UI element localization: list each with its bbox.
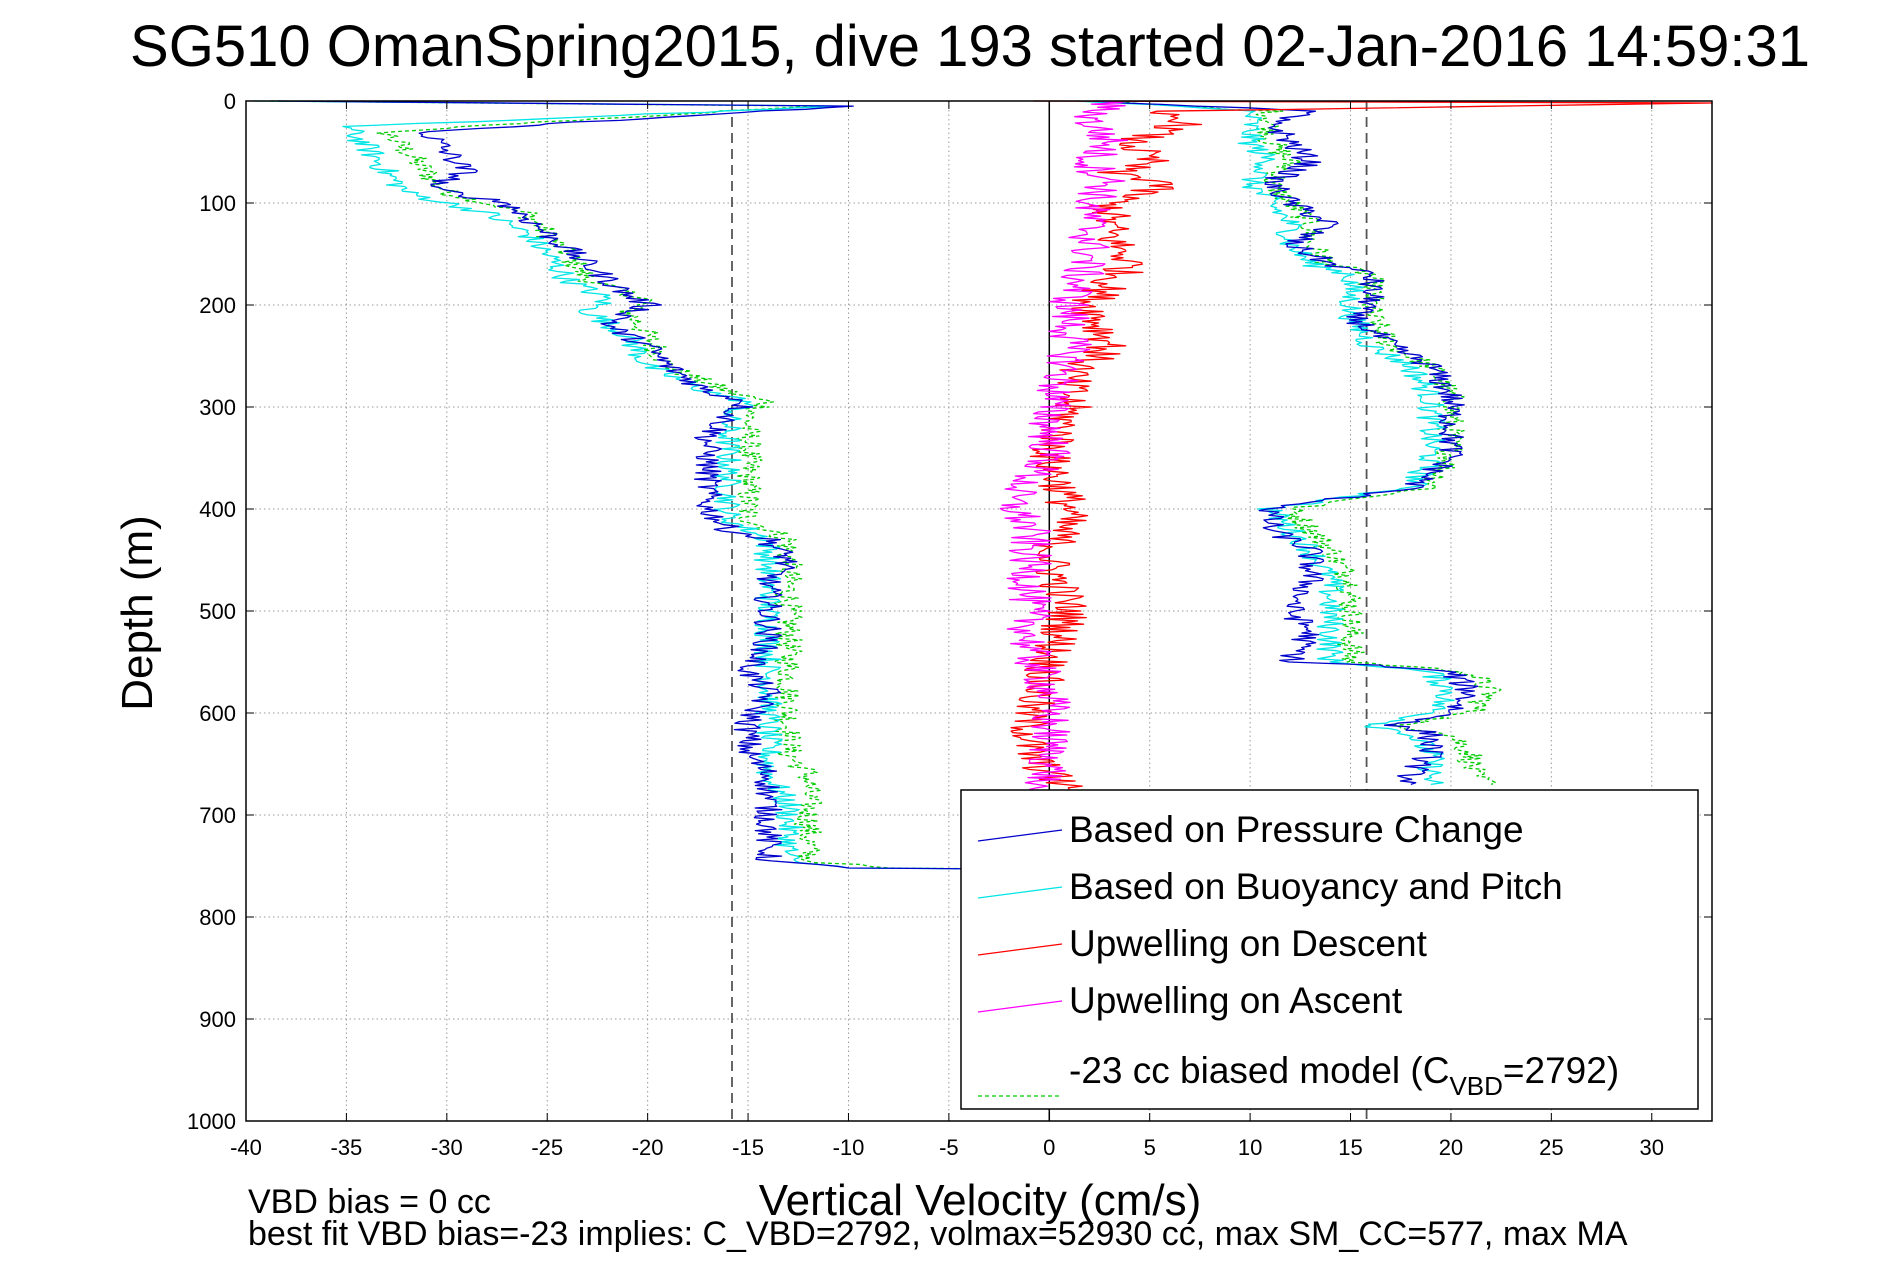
- legend-swatch-3: [977, 1000, 1063, 1013]
- legend-label-2: Upwelling on Descent: [1069, 923, 1428, 964]
- x-tick-label: 15: [1338, 1135, 1362, 1160]
- x-tick-label: -5: [939, 1135, 959, 1160]
- legend-label-main: Based on Buoyancy and Pitch: [1069, 866, 1563, 907]
- chart-title: SG510 OmanSpring2015, dive 193 started 0…: [130, 14, 1810, 79]
- legend-box: [960, 789, 1699, 1110]
- legend-label-3: Upwelling on Ascent: [1069, 980, 1403, 1021]
- y-tick-label: 500: [199, 599, 236, 624]
- series-0-line-descent: [277, 100, 1010, 870]
- y-tick-label: 800: [199, 905, 236, 930]
- legend-label-0: Based on Pressure Change: [1069, 809, 1524, 850]
- x-tick-label: -35: [331, 1135, 363, 1160]
- y-tick-label: 400: [199, 497, 236, 522]
- series-1-line-ascent: [1075, 100, 1455, 786]
- y-tick-label: 700: [199, 803, 236, 828]
- legend-label-1: Based on Buoyancy and Pitch: [1069, 866, 1563, 907]
- y-tick-label: 200: [199, 293, 236, 318]
- legend-label-subscript: VBD: [1449, 1071, 1502, 1101]
- x-tick-label: -25: [531, 1135, 563, 1160]
- y-tick-label: 100: [199, 191, 236, 216]
- x-tick-label: -40: [230, 1135, 262, 1160]
- x-tick-label: 30: [1640, 1135, 1664, 1160]
- x-tick-label: 20: [1439, 1135, 1463, 1160]
- y-tick-label: 600: [199, 701, 236, 726]
- legend-label-4: -23 cc biased model (CVBD=2792): [1069, 1050, 1619, 1101]
- legend-swatch-0: [977, 829, 1063, 842]
- footer-line-2: best fit VBD bias=-23 implies: C_VBD=279…: [248, 1215, 1628, 1253]
- x-tick-label: 25: [1539, 1135, 1563, 1160]
- y-tick-label: 900: [199, 1007, 236, 1032]
- legend-label-main: -23 cc biased model (C: [1069, 1050, 1449, 1091]
- x-axis-ticks: -40 -35 -30 -25 -20 -15 -10 -5 0 5 10 15 20 25 30: [230, 101, 1664, 1160]
- legend-swatch-2: [977, 943, 1063, 956]
- x-tick-label: -10: [833, 1135, 865, 1160]
- x-tick-label: -15: [732, 1135, 764, 1160]
- x-axis-label: Vertical Velocity (cm/s): [759, 1176, 1202, 1225]
- legend-label-main: Upwelling on Descent: [1069, 923, 1428, 964]
- y-axis-label: Depth (m): [113, 515, 162, 711]
- series-4-line-ascent: [1097, 100, 1502, 786]
- y-tick-label: 1000: [187, 1109, 236, 1134]
- legend-swatch-1: [977, 886, 1063, 899]
- legend: Based on Pressure Change Based on Buoyanc…: [960, 789, 1699, 1110]
- x-tick-label: -30: [431, 1135, 463, 1160]
- legend-entries: Based on Pressure Change Based on Buoyanc…: [977, 809, 1619, 1101]
- data-series: [253, 100, 1713, 870]
- x-tick-label: 0: [1043, 1135, 1055, 1160]
- x-tick-label: -20: [632, 1135, 664, 1160]
- y-tick-label: 300: [199, 395, 236, 420]
- x-tick-label: 10: [1238, 1135, 1262, 1160]
- legend-label-suffix: =2792): [1503, 1050, 1619, 1091]
- x-tick-label: 5: [1144, 1135, 1156, 1160]
- series-0-line-ascent: [1096, 100, 1479, 786]
- series-1-line-descent: [253, 100, 1010, 870]
- series-3-line: [999, 100, 1129, 791]
- legend-label-main: Based on Pressure Change: [1069, 809, 1524, 850]
- series-4-line-descent: [270, 100, 1010, 870]
- grid-lines: [245, 100, 1712, 1122]
- y-axis-ticks: 0 100 200 300 400 500 600 700 800 900 1000: [187, 89, 1712, 1134]
- footer-line-1: VBD bias = 0 cc: [248, 1183, 491, 1221]
- legend-label-main: Upwelling on Ascent: [1069, 980, 1403, 1021]
- y-tick-label: 0: [224, 89, 236, 114]
